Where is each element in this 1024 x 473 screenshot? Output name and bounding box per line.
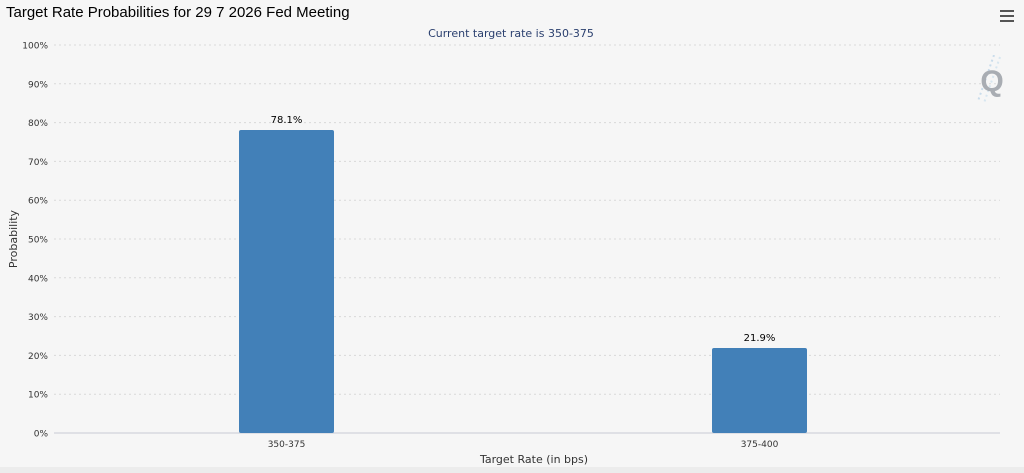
x-axis-label: Target Rate (in bps) <box>479 453 588 466</box>
hamburger-menu-icon[interactable] <box>1000 10 1014 22</box>
y-tick-label: 0% <box>34 430 49 440</box>
y-tick-label: 100% <box>22 42 48 52</box>
chart-title: Target Rate Probabilities for 29 7 2026 … <box>6 4 350 21</box>
q-logo-icon: Q <box>977 55 1004 103</box>
y-tick-label: 70% <box>28 158 48 168</box>
q-logo-letter: Q <box>980 65 1003 98</box>
y-tick-label: 60% <box>28 197 48 207</box>
x-axis-ticks: 350-375 375-400 <box>268 440 779 450</box>
grid-lines <box>54 44 1000 395</box>
y-axis-label: Probability <box>7 209 20 268</box>
y-tick-label: 30% <box>28 313 48 323</box>
bar[interactable] <box>239 129 334 434</box>
bar-data-label: 78.1% <box>271 115 303 126</box>
x-tick-label: 375-400 <box>741 440 779 450</box>
bar[interactable] <box>712 348 807 433</box>
y-tick-label: 80% <box>28 119 48 129</box>
y-axis-ticks: 0% 10% 20% 30% 40% 50% 60% 70% 80% 90% 100% <box>22 42 48 440</box>
bars: 78.1% 21.9% <box>239 115 807 434</box>
y-tick-label: 50% <box>28 236 48 246</box>
y-tick-label: 10% <box>28 391 48 401</box>
bottom-strip <box>0 467 1024 473</box>
y-tick-label: 90% <box>28 80 48 90</box>
chart-subtitle: Current target rate is 350-375 <box>428 27 594 40</box>
y-tick-label: 20% <box>28 352 48 362</box>
y-tick-label: 40% <box>28 274 48 284</box>
bar-data-label: 21.9% <box>744 333 776 344</box>
x-tick-label: 350-375 <box>268 440 306 450</box>
